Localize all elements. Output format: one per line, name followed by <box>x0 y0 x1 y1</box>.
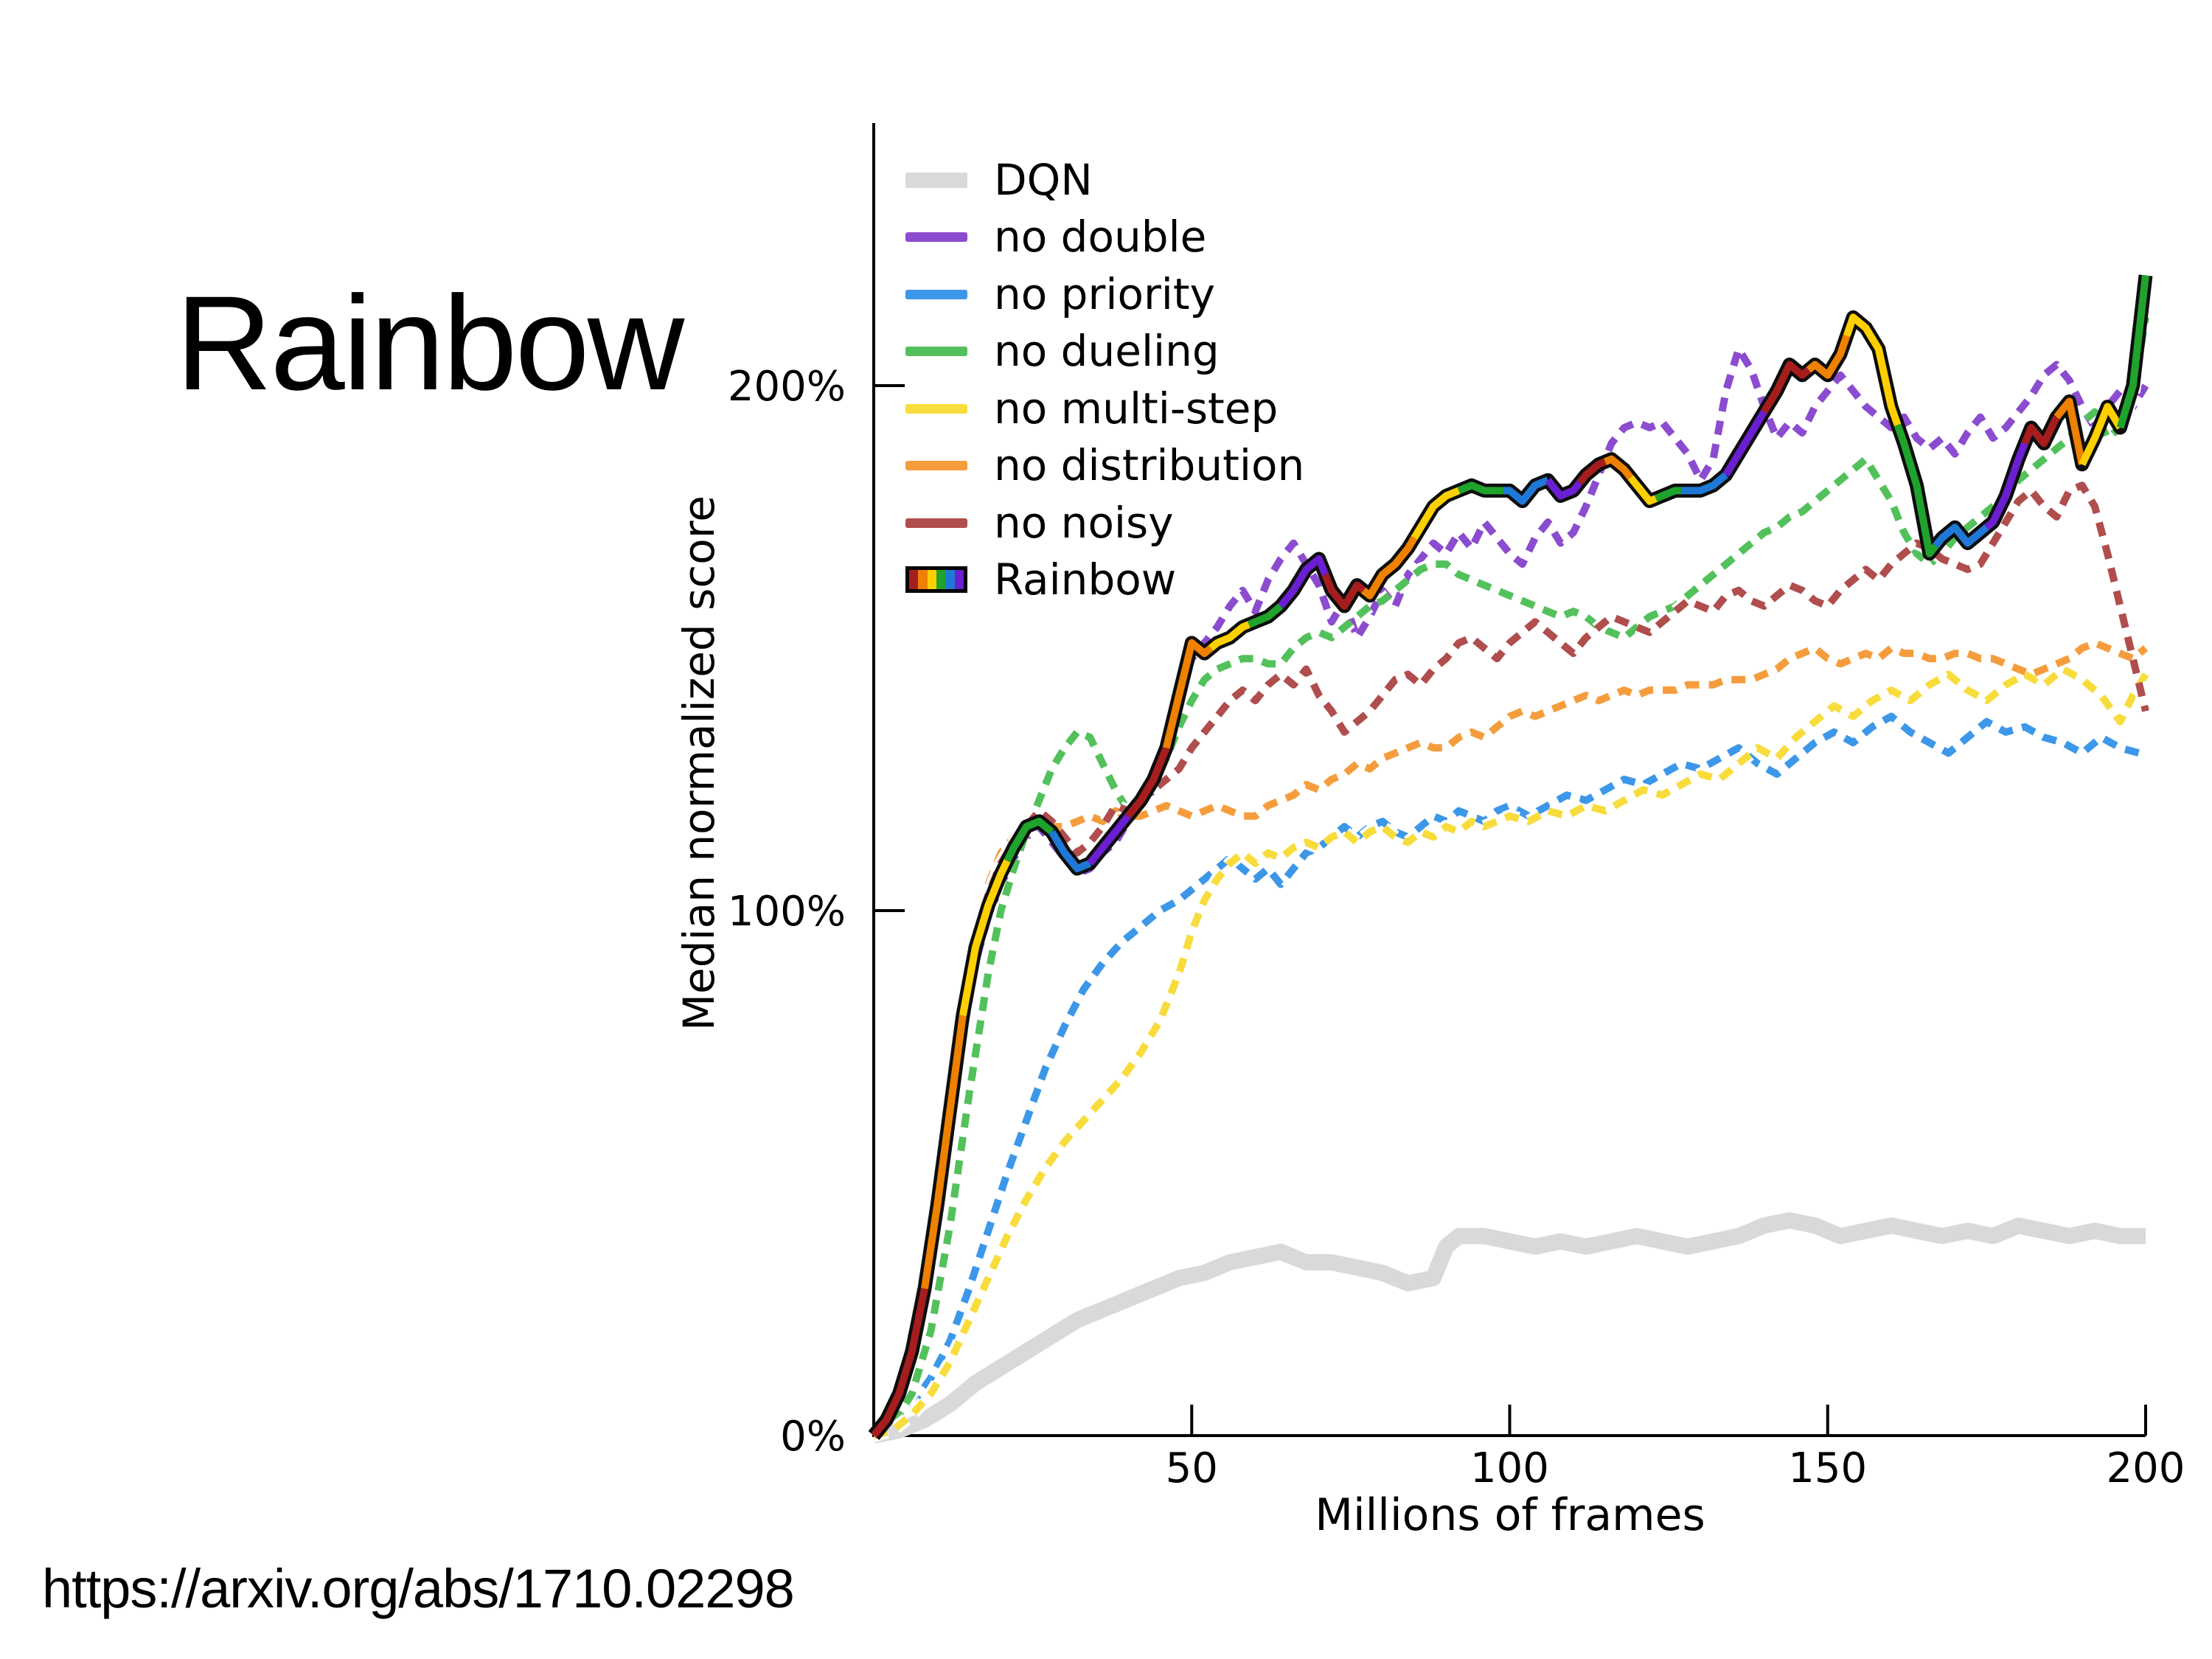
dqn-line-swatch <box>905 172 967 188</box>
rainbow-swatch-segment <box>927 570 936 589</box>
x-axis-title: Millions of frames <box>1315 1489 1705 1541</box>
rainbow-swatch-segment <box>909 570 919 589</box>
legend-item-rainbow: Rainbow <box>905 554 1177 605</box>
svg-text:0%: 0% <box>780 1413 846 1461</box>
svg-text:100: 100 <box>1470 1444 1549 1492</box>
svg-text:100%: 100% <box>728 888 846 936</box>
legend-item-no-multi-step: no multi-step <box>905 383 1279 434</box>
svg-text:50: 50 <box>1166 1444 1218 1492</box>
rainbow-swatch-segment <box>945 570 955 589</box>
legend-item-no-double: no double <box>905 212 1207 262</box>
no-dueling-line-swatch <box>905 346 967 356</box>
legend-label: DQN <box>994 155 1093 205</box>
legend-item-dqn: DQN <box>905 155 1093 205</box>
svg-text:150: 150 <box>1788 1444 1867 1492</box>
legend-label: no noisy <box>994 498 1174 548</box>
legend-item-no-priority: no priority <box>905 269 1215 319</box>
legend-label: no multi-step <box>994 383 1279 434</box>
no-priority-line-swatch <box>905 289 967 299</box>
svg-text:200%: 200% <box>728 363 846 411</box>
no-multi-step-line-swatch <box>905 403 967 414</box>
rainbow-swatch-segment <box>918 570 928 589</box>
legend-item-no-distribution: no distribution <box>905 440 1305 490</box>
rainbow-swatch-segment <box>954 570 964 589</box>
arxiv-link: https://arxiv.org/abs/1710.02298 <box>42 1558 795 1619</box>
legend-item-no-noisy: no noisy <box>905 498 1174 548</box>
rainbow-multicolor-swatch <box>905 566 967 593</box>
page-title: Rainbow <box>175 267 684 418</box>
legend-label: no double <box>994 212 1207 262</box>
no-distribution-line-swatch <box>905 460 967 470</box>
no-double-line-swatch <box>905 232 967 242</box>
no-noisy-line-swatch <box>905 518 967 528</box>
legend-label: no priority <box>994 269 1215 319</box>
y-axis-title: Median normalized score <box>674 495 724 1031</box>
legend-item-no-dueling: no dueling <box>905 326 1220 376</box>
legend-label: Rainbow <box>994 554 1177 605</box>
legend-label: no dueling <box>994 326 1220 376</box>
legend-label: no distribution <box>994 440 1305 490</box>
rainbow-swatch-segment <box>936 570 946 589</box>
svg-text:200: 200 <box>2107 1444 2185 1492</box>
